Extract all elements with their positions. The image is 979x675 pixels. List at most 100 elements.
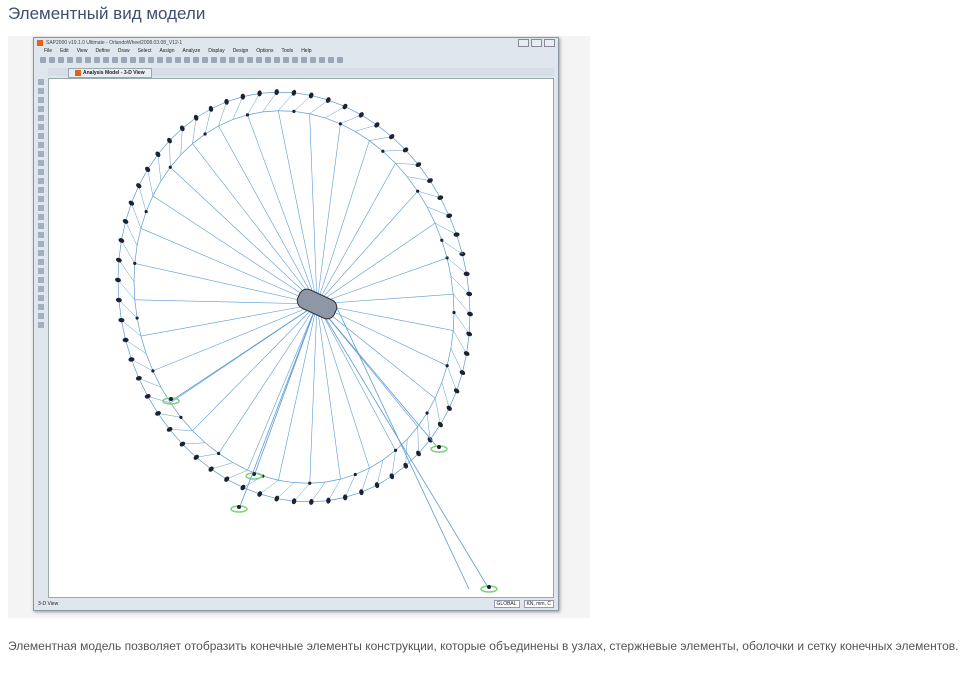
menu-assign[interactable]: Assign (159, 48, 175, 54)
tool-button[interactable] (38, 142, 44, 148)
capsule (115, 257, 122, 263)
tool-button[interactable] (38, 169, 44, 175)
toolbar-button[interactable] (265, 57, 271, 63)
rim-brace (417, 190, 441, 198)
toolbar-button[interactable] (310, 57, 316, 63)
toolbar-button[interactable] (274, 57, 280, 63)
toolbar-button[interactable] (166, 57, 172, 63)
rim-member (117, 260, 120, 280)
toolbar-button[interactable] (292, 57, 298, 63)
tool-button[interactable] (38, 79, 44, 85)
coord-system-select[interactable]: GLOBAL (493, 599, 520, 608)
tool-button[interactable] (38, 133, 44, 139)
rim-member (429, 180, 441, 198)
minimize-button[interactable] (518, 38, 529, 47)
menu-design[interactable]: Design (232, 48, 249, 54)
toolbar-button[interactable] (67, 57, 73, 63)
toolbar-button[interactable] (229, 57, 235, 63)
menu-display[interactable]: Display (208, 48, 225, 54)
tool-button[interactable] (38, 232, 44, 238)
tool-button[interactable] (38, 178, 44, 184)
tool-button[interactable] (38, 322, 44, 328)
capsule (118, 317, 125, 323)
toolbar-button[interactable] (247, 57, 253, 63)
tool-button[interactable] (38, 313, 44, 319)
toolbar-button[interactable] (175, 57, 181, 63)
capsule (115, 297, 122, 303)
rim-member (417, 412, 428, 427)
toolbar-button[interactable] (328, 57, 334, 63)
toolbar-button[interactable] (337, 57, 343, 63)
toolbar-button[interactable] (283, 57, 289, 63)
close-button[interactable] (544, 38, 555, 47)
toolbar-button[interactable] (184, 57, 190, 63)
toolbar-button[interactable] (121, 57, 127, 63)
toolbar-button[interactable] (40, 57, 46, 63)
tool-button[interactable] (38, 196, 44, 202)
toolbar-button[interactable] (139, 57, 145, 63)
toolbar-button[interactable] (202, 57, 208, 63)
tool-button[interactable] (38, 241, 44, 247)
tool-button[interactable] (38, 88, 44, 94)
tool-button[interactable] (38, 115, 44, 121)
toolbar-button[interactable] (112, 57, 118, 63)
tool-button[interactable] (38, 259, 44, 265)
tool-button[interactable] (38, 295, 44, 301)
toolbar-button[interactable] (103, 57, 109, 63)
menu-view[interactable]: View (76, 48, 88, 54)
menu-file[interactable]: File (44, 48, 53, 54)
tool-button[interactable] (38, 268, 44, 274)
toolbar-button[interactable] (256, 57, 262, 63)
menu-help[interactable]: Help (301, 48, 312, 54)
toolbar-button[interactable] (211, 57, 217, 63)
rim-member (204, 442, 219, 454)
rim-member (440, 408, 450, 425)
toolbar-button[interactable] (130, 57, 136, 63)
tool-button[interactable] (38, 304, 44, 310)
toolbar-button[interactable] (148, 57, 154, 63)
toolbar-button[interactable] (76, 57, 82, 63)
tool-button[interactable] (38, 250, 44, 256)
menu-edit[interactable]: Edit (60, 48, 69, 54)
menu-select[interactable]: Select (137, 48, 152, 54)
spoke (316, 163, 396, 305)
toolbar-button[interactable] (94, 57, 100, 63)
toolbar-button[interactable] (157, 57, 163, 63)
toolbar-button[interactable] (85, 57, 91, 63)
tab-analysis-model[interactable]: Analysis Model - 3-D View (68, 68, 152, 78)
tool-button[interactable] (38, 151, 44, 157)
rim-brace (138, 378, 162, 388)
rim-brace (361, 467, 370, 493)
window-title: SAP2000 v19.1.0 Ultimate - OrlandoWheel2… (46, 39, 183, 46)
toolbar-button[interactable] (301, 57, 307, 63)
tool-button[interactable] (38, 160, 44, 166)
rim-brace (355, 124, 377, 132)
tool-button[interactable] (38, 214, 44, 220)
menu-options[interactable]: Options (256, 48, 274, 54)
units-select[interactable]: KN, mm, C (523, 599, 554, 608)
maximize-button[interactable] (531, 38, 542, 47)
toolbar-button[interactable] (193, 57, 199, 63)
tool-button[interactable] (38, 223, 44, 229)
tool-button[interactable] (38, 124, 44, 130)
tool-button[interactable] (38, 205, 44, 211)
menu-draw[interactable]: Draw (117, 48, 130, 54)
rim-member (340, 474, 356, 480)
toolbar-button[interactable] (49, 57, 55, 63)
rim-member (325, 117, 341, 125)
rim-member (131, 185, 140, 204)
tool-button[interactable] (38, 286, 44, 292)
tool-button[interactable] (38, 277, 44, 283)
description: Элементная модель позволяет отобразить к… (8, 639, 959, 653)
model-viewport[interactable] (48, 78, 554, 598)
toolbar-button[interactable] (319, 57, 325, 63)
menu-analyze[interactable]: Analyze (182, 48, 201, 54)
tool-button[interactable] (38, 106, 44, 112)
menu-tools[interactable]: Tools (281, 48, 294, 54)
toolbar-button[interactable] (58, 57, 64, 63)
tool-button[interactable] (38, 187, 44, 193)
toolbar-button[interactable] (220, 57, 226, 63)
menu-define[interactable]: Define (95, 48, 110, 54)
tool-button[interactable] (38, 97, 44, 103)
toolbar-button[interactable] (238, 57, 244, 63)
